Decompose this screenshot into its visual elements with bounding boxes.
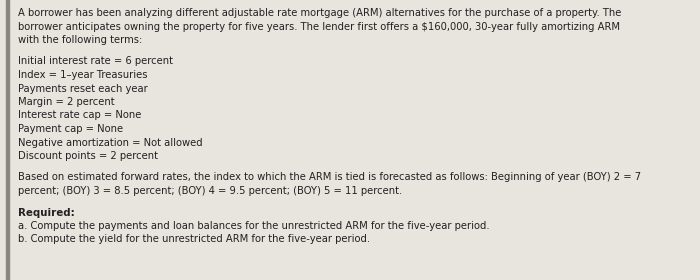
Text: percent; (BOY) 3 = 8.5 percent; (BOY) 4 = 9.5 percent; (BOY) 5 = 11 percent.: percent; (BOY) 3 = 8.5 percent; (BOY) 4 … — [18, 186, 402, 196]
Text: borrower anticipates owning the property for five years. The lender first offers: borrower anticipates owning the property… — [18, 22, 620, 32]
Text: Negative amortization = Not allowed: Negative amortization = Not allowed — [18, 137, 202, 148]
Text: Payments reset each year: Payments reset each year — [18, 83, 148, 94]
Text: Index = 1–year Treasuries: Index = 1–year Treasuries — [18, 70, 148, 80]
Bar — [6, 0, 9, 280]
Text: Based on estimated forward rates, the index to which the ARM is tied is forecast: Based on estimated forward rates, the in… — [18, 172, 641, 183]
Text: Interest rate cap = None: Interest rate cap = None — [18, 111, 141, 120]
Text: b. Compute the yield for the unrestricted ARM for the five-year period.: b. Compute the yield for the unrestricte… — [18, 235, 370, 244]
Text: Margin = 2 percent: Margin = 2 percent — [18, 97, 115, 107]
Text: Initial interest rate = 6 percent: Initial interest rate = 6 percent — [18, 57, 173, 67]
Text: Required:: Required: — [18, 207, 75, 218]
Text: Payment cap = None: Payment cap = None — [18, 124, 123, 134]
Text: A borrower has been analyzing different adjustable rate mortgage (ARM) alternati: A borrower has been analyzing different … — [18, 8, 622, 18]
Text: with the following terms:: with the following terms: — [18, 35, 142, 45]
Text: a. Compute the payments and loan balances for the unrestricted ARM for the five-: a. Compute the payments and loan balance… — [18, 221, 489, 231]
Text: Discount points = 2 percent: Discount points = 2 percent — [18, 151, 158, 161]
